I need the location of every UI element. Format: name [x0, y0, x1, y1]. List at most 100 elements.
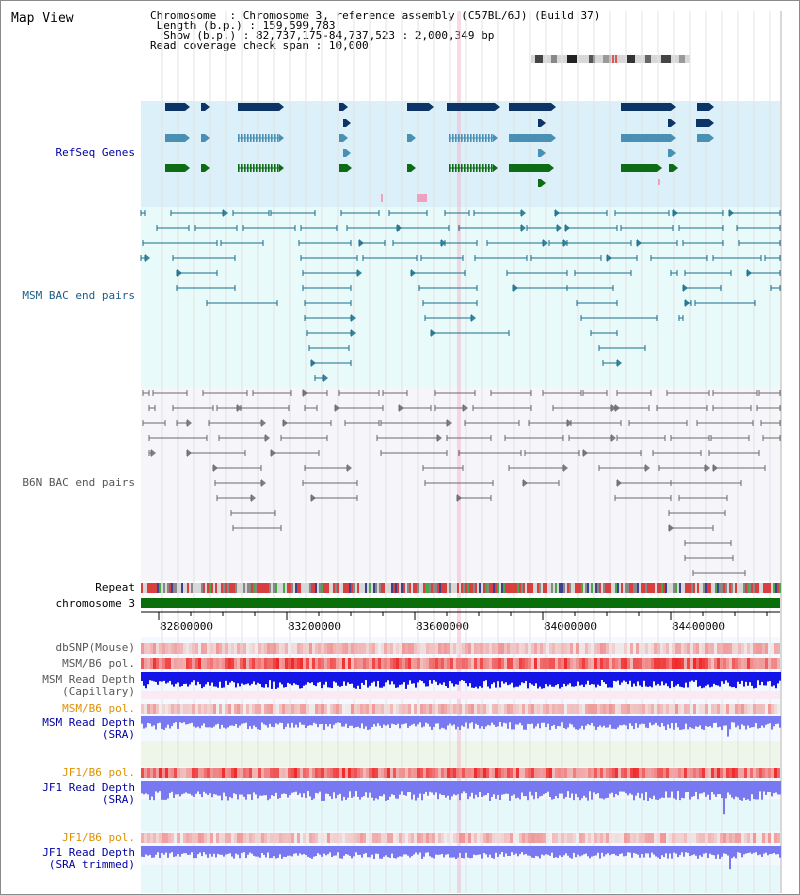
polymorphism-cell	[708, 833, 711, 843]
msm-capillary-depth-bar	[447, 672, 449, 688]
msm-capillary-depth-bar	[695, 672, 697, 681]
polymorphism-cell	[558, 658, 561, 669]
polymorphism-cell	[324, 833, 327, 843]
msm-capillary-depth-bar	[255, 672, 257, 685]
gene-strand-arrow	[279, 103, 284, 111]
polymorphism-cell	[432, 833, 435, 843]
jf1-sra-depth-bar	[685, 781, 687, 793]
jf1-trimmed-depth-bar	[383, 846, 385, 857]
jf1-sra-depth-bar	[707, 781, 709, 795]
polymorphism-cell	[399, 768, 402, 778]
repeat-segment	[761, 583, 763, 593]
jf1-sra-depth-bar	[377, 781, 379, 800]
repeat-segment	[155, 583, 157, 593]
jf1-sra-depth-bar	[347, 781, 349, 798]
repeat-segment	[305, 583, 307, 593]
polymorphism-cell	[345, 704, 348, 714]
polymorphism-cell	[528, 833, 531, 843]
polymorphism-cell	[636, 833, 639, 843]
repeat-segment	[577, 583, 579, 593]
repeat-segment	[695, 583, 697, 593]
polymorphism-cell	[384, 768, 387, 778]
polymorphism-cell	[711, 643, 714, 654]
polymorphism-cell	[600, 833, 603, 843]
jf1-sra-depth-bar	[339, 781, 341, 794]
msm-capillary-depth-bar	[467, 672, 469, 687]
polymorphism-cell	[750, 704, 753, 714]
msm-capillary-depth-bar	[207, 672, 209, 683]
polymorphism-cell	[681, 768, 684, 778]
polymorphism-cell	[312, 658, 315, 669]
polymorphism-cell	[654, 833, 657, 843]
jf1-trimmed-depth-bar	[409, 846, 411, 858]
msm-capillary-depth-bar	[679, 672, 681, 687]
msm-capillary-depth-bar	[381, 672, 383, 688]
jf1-sra-depth-bar	[261, 781, 263, 796]
gene-strand-arrow	[185, 103, 190, 111]
polymorphism-cell	[288, 704, 291, 714]
jf1-trimmed-depth-bar	[531, 846, 533, 858]
polymorphism-cell	[330, 704, 333, 714]
jf1-trimmed-depth-bar	[253, 846, 255, 856]
polymorphism-cell	[174, 643, 177, 654]
polymorphism-cell	[597, 643, 600, 654]
msm-capillary-depth-bar	[567, 672, 569, 685]
polymorphism-cell	[696, 643, 699, 654]
polymorphism-cell	[300, 833, 303, 843]
msm-capillary-depth-bar	[335, 672, 337, 683]
polymorphism-cell	[279, 643, 282, 654]
jf1-sra-depth-bar	[297, 781, 299, 796]
polymorphism-cell	[447, 768, 450, 778]
jf1-sra-depth-bar	[255, 781, 257, 795]
polymorphism-cell	[606, 658, 609, 669]
polymorphism-cell	[522, 643, 525, 654]
msm-capillary-depth-bar	[557, 672, 559, 685]
track-label-msm-depth-capillary: MSM Read Depth (Capillary)	[42, 673, 135, 698]
jf1-sra-depth-bar	[343, 781, 345, 797]
jf1-sra-depth-bar	[537, 781, 539, 799]
jf1-sra-depth-bar	[665, 781, 667, 792]
msm-capillary-depth-bar	[337, 672, 339, 686]
msm-capillary-depth-bar	[767, 672, 769, 682]
polymorphism-cell	[549, 704, 552, 714]
polymorphism-cell	[267, 704, 270, 714]
jf1-sra-depth-bar	[653, 781, 655, 796]
polymorphism-cell	[264, 704, 267, 714]
gene-exon	[491, 134, 493, 142]
msm-sra-depth-bar	[237, 716, 239, 728]
repeat-segment	[293, 583, 295, 593]
msm-capillary-depth-bar	[605, 672, 607, 684]
msm-capillary-depth-bar	[449, 672, 451, 682]
jf1-trimmed-depth-bar	[539, 846, 541, 859]
repeat-segment	[521, 583, 523, 593]
polymorphism-cell	[570, 768, 573, 778]
polymorphism-cell	[609, 704, 612, 714]
polymorphism-cell	[141, 704, 144, 714]
polymorphism-cell	[777, 768, 780, 778]
polymorphism-cell	[456, 833, 459, 843]
repeat-segment	[767, 583, 769, 593]
polymorphism-cell	[624, 833, 627, 843]
polymorphism-cell	[561, 704, 564, 714]
jf1-sra-depth-bar	[559, 781, 561, 794]
polymorphism-cell	[762, 704, 765, 714]
polymorphism-cell	[690, 643, 693, 654]
msm-sra-depth-bar	[201, 716, 203, 726]
msm-sra-depth-bar	[347, 716, 349, 729]
polymorphism-cell	[621, 704, 624, 714]
jf1-sra-depth-bar	[621, 781, 623, 792]
polymorphism-cell	[204, 643, 207, 654]
msm-capillary-depth-bar	[213, 672, 215, 687]
jf1-sra-depth-bar	[513, 781, 515, 795]
msm-capillary-depth-bar	[669, 672, 671, 689]
repeat-segment	[717, 583, 719, 593]
polymorphism-cell	[420, 768, 423, 778]
polymorphism-cell	[510, 833, 513, 843]
msm-capillary-depth-bar	[571, 672, 573, 687]
jf1-trimmed-depth-bar	[141, 846, 143, 857]
polymorphism-cell	[366, 704, 369, 714]
polymorphism-cell	[321, 833, 324, 843]
repeat-segment	[655, 583, 657, 593]
msm-capillary-depth-bar	[223, 672, 225, 688]
